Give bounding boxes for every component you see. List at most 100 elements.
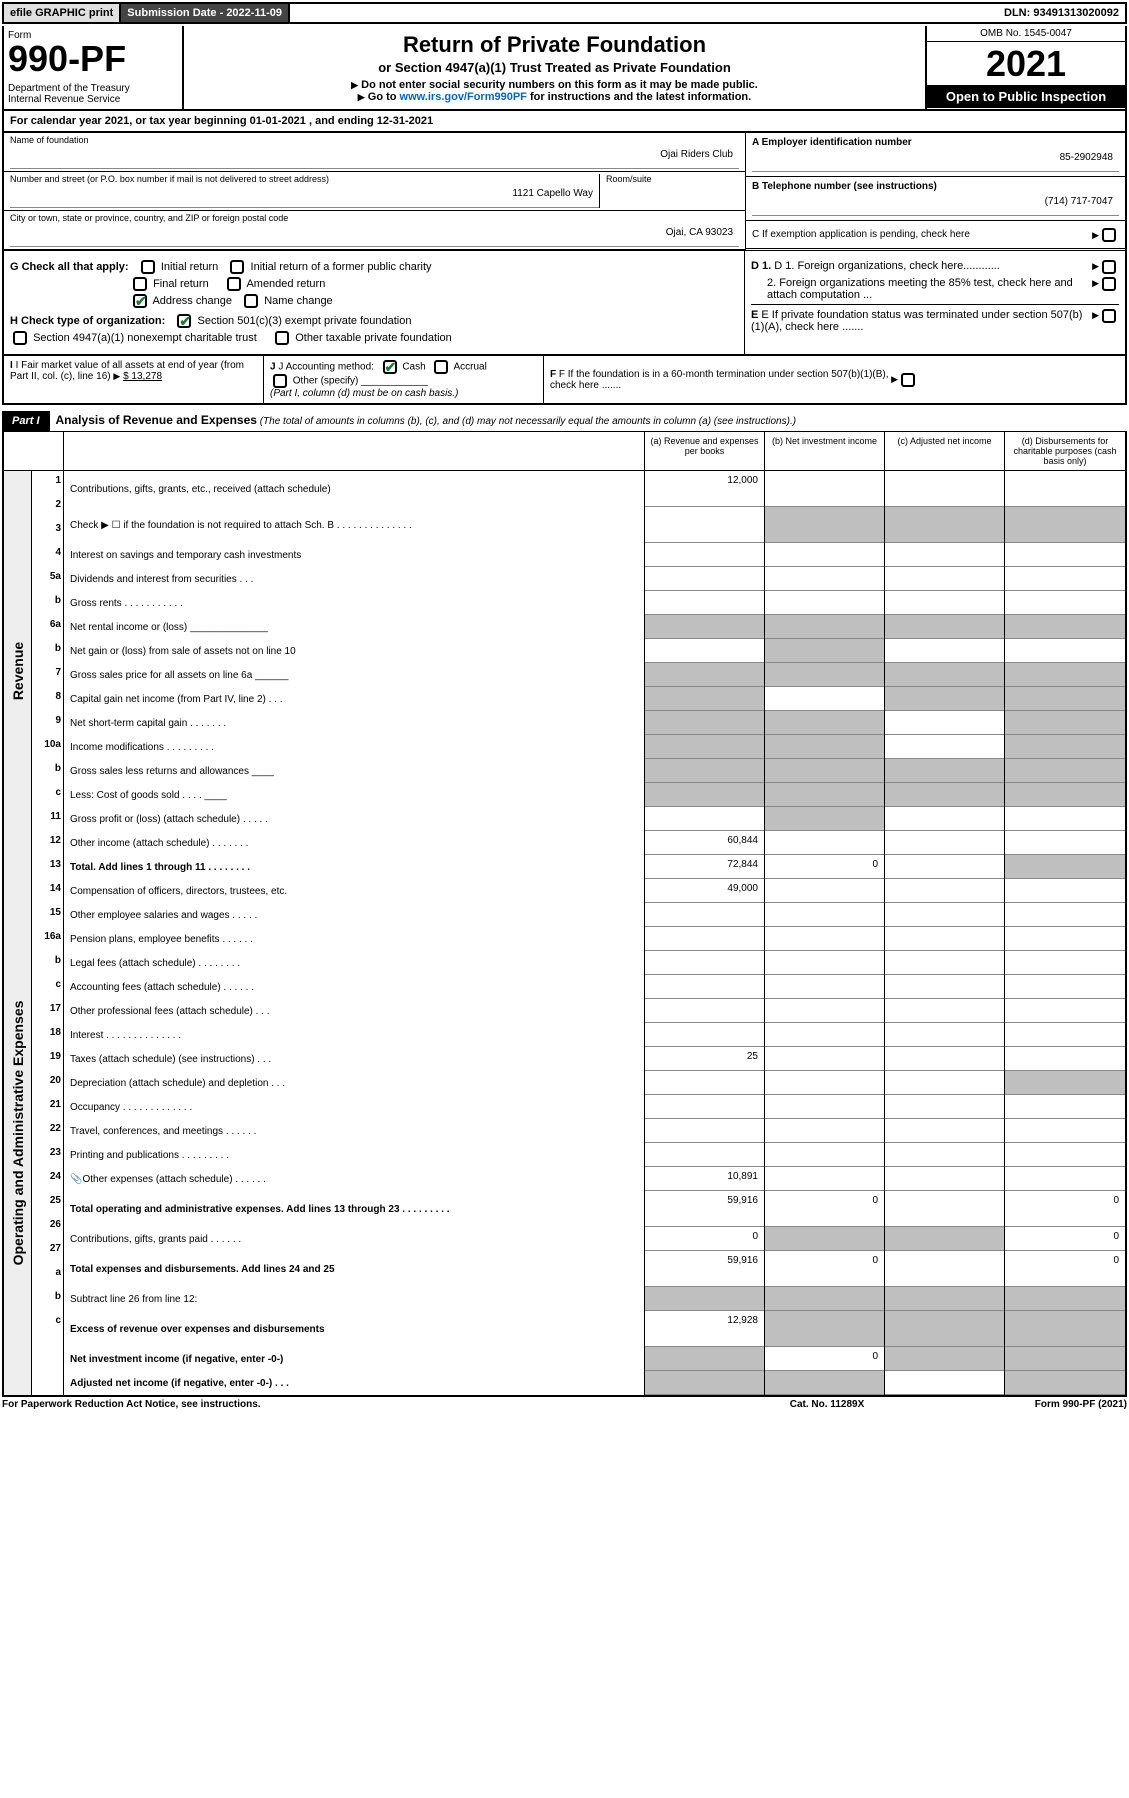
cell-a [645,783,764,807]
cell-b [765,999,884,1023]
phone-row: B Telephone number (see instructions) (7… [746,177,1125,221]
cell-b: 0 [765,1347,884,1371]
cell-c [885,951,1004,975]
cell-d [1005,615,1125,639]
cell-c [885,1143,1004,1167]
cell-d [1005,951,1125,975]
line-num: 27 [32,1239,63,1263]
line-desc: Excess of revenue over expenses and disb… [64,1311,644,1347]
cell-d [1005,1347,1125,1371]
cell-a [645,639,764,663]
cell-a: 25 [645,1047,764,1071]
checkbox-address[interactable] [133,294,147,308]
descriptions: Contributions, gifts, grants, etc., rece… [64,471,645,1395]
submission-date: Submission Date - 2022-11-09 [121,4,290,22]
checkbox-d2[interactable] [1102,277,1116,291]
line-desc: Depreciation (attach schedule) and deple… [64,1071,644,1095]
cell-b [765,507,884,543]
checkbox-other-method[interactable] [273,374,287,388]
col-headers: (a) Revenue and expenses per books (b) N… [2,431,1127,471]
checkbox-e[interactable] [1102,309,1116,323]
irs-link[interactable]: www.irs.gov/Form990PF [400,91,527,103]
cell-c [885,591,1004,615]
expenses-label: Operating and Administrative Expenses [4,871,32,1395]
line-num: 5a [32,567,63,591]
line-num: 7 [32,663,63,687]
checkbox-final[interactable] [133,277,147,291]
tax-year: 2021 [927,42,1125,85]
cell-c [885,711,1004,735]
form-subtitle3: Go to www.irs.gov/Form990PF for instruct… [190,91,919,103]
cell-d: 0 [1005,1227,1125,1251]
cell-c [885,1095,1004,1119]
efile-label[interactable]: efile GRAPHIC print [4,4,121,22]
c-row: C If exemption application is pending, c… [746,221,1125,249]
line-desc: Taxes (attach schedule) (see instruction… [64,1047,644,1071]
cell-c [885,831,1004,855]
checkbox-cash[interactable] [383,360,397,374]
form-header: Form 990-PF Department of the Treasury I… [2,26,1127,111]
cell-c [885,1347,1004,1371]
f-cell: F F If the foundation is in a 60-month t… [544,356,924,403]
cell-a [645,759,764,783]
cell-b [765,903,884,927]
cell-b [765,711,884,735]
col-a-header: (a) Revenue and expenses per books [645,432,765,470]
cell-c [885,1071,1004,1095]
cell-d [1005,471,1125,507]
checkbox-accrual[interactable] [434,360,448,374]
checkbox-name[interactable] [244,294,258,308]
cell-d [1005,831,1125,855]
cell-a [645,735,764,759]
cell-b [765,975,884,999]
line-num: c [32,783,63,807]
attach-icon[interactable] [70,1174,82,1185]
line-desc: Total expenses and disbursements. Add li… [64,1251,644,1287]
cell-a: 0 [645,1227,764,1251]
cell-b [765,879,884,903]
checkbox-501c3[interactable] [177,314,191,328]
cell-a [645,807,764,831]
cell-a [645,687,764,711]
line-desc: Pension plans, employee benefits . . . .… [64,927,644,951]
checkbox-c[interactable] [1102,228,1116,242]
line-num: 6a [32,615,63,639]
cell-b [765,807,884,831]
line-num: 15 [32,903,63,927]
cell-c [885,903,1004,927]
i-cell: I I Fair market value of all assets at e… [4,356,264,403]
line-num: 4 [32,543,63,567]
footer-mid: Cat. No. 11289X [727,1399,927,1410]
part-label: Part I [2,411,50,431]
col-b-header: (b) Net investment income [765,432,885,470]
line-desc: Check ▶ ☐ if the foundation is not requi… [64,507,644,543]
line-num: 20 [32,1071,63,1095]
line-num: b [32,1287,63,1311]
cell-c [885,807,1004,831]
line-num: 1 [32,471,63,495]
cell-b [765,663,884,687]
checkbox-4947[interactable] [13,331,27,345]
cell-c [885,927,1004,951]
checkbox-amended[interactable] [227,277,241,291]
cell-d [1005,1287,1125,1311]
cell-a [645,1071,764,1095]
cell-b [765,1167,884,1191]
checkbox-initial-former[interactable] [230,260,244,274]
cell-c [885,471,1004,507]
checkbox-other-tax[interactable] [275,331,289,345]
line-desc: Legal fees (attach schedule) . . . . . .… [64,951,644,975]
line-num: 26 [32,1215,63,1239]
cell-d [1005,927,1125,951]
checkbox-f[interactable] [901,373,915,387]
col-b: 0000 [765,471,885,1395]
cell-b [765,639,884,663]
checkbox-initial[interactable] [141,260,155,274]
checkbox-d1[interactable] [1102,260,1116,274]
line-num: 13 [32,855,63,879]
cell-d [1005,735,1125,759]
cell-d [1005,1071,1125,1095]
cell-a [645,591,764,615]
line-num: 24 [32,1167,63,1191]
cell-d [1005,507,1125,543]
